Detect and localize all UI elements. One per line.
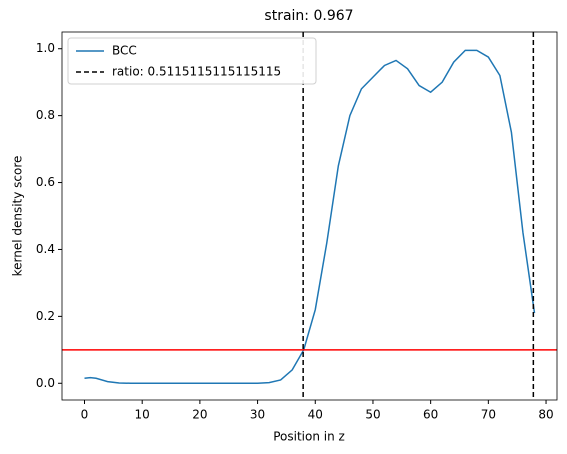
y-axis-label: kernel density score <box>11 156 25 277</box>
x-tick-label: 40 <box>308 408 323 422</box>
x-tick-label: 60 <box>423 408 438 422</box>
x-tick-label: 30 <box>250 408 265 422</box>
legend-box <box>67 37 317 85</box>
x-axis-label: Position in z <box>273 430 345 444</box>
y-tick-label: 0.8 <box>36 108 55 122</box>
legend-label: ratio: 0.5115115115115115 <box>112 65 281 79</box>
axes-frame <box>61 31 558 401</box>
y-tick-label: 1.0 <box>36 41 55 55</box>
x-tick-label: 50 <box>365 408 380 422</box>
y-tick-label: 0.4 <box>36 242 55 256</box>
y-tick-label: 0.0 <box>36 376 55 390</box>
x-tick-label: 10 <box>135 408 150 422</box>
y-tick-label: 0.6 <box>36 175 55 189</box>
chart-title: strain: 0.967 <box>264 8 353 24</box>
x-tick-label: 20 <box>192 408 207 422</box>
x-tick-label: 0 <box>81 408 89 422</box>
x-tick-label: 70 <box>481 408 496 422</box>
legend-label: BCC <box>112 44 137 58</box>
y-tick-label: 0.2 <box>36 309 55 323</box>
x-tick-label: 80 <box>538 408 553 422</box>
data-line <box>84 49 536 385</box>
